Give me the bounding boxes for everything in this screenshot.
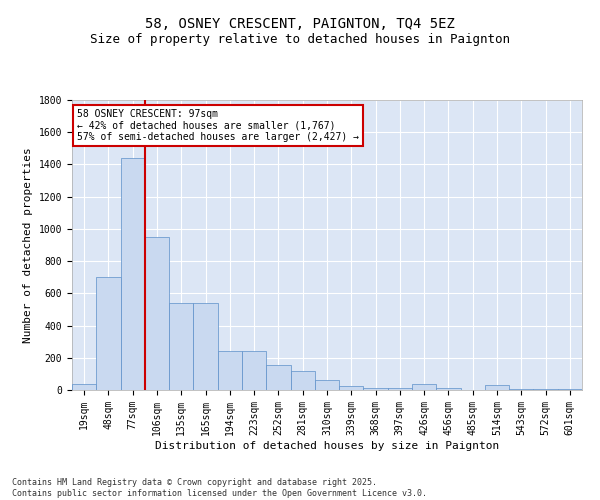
Text: 58, OSNEY CRESCENT, PAIGNTON, TQ4 5EZ: 58, OSNEY CRESCENT, PAIGNTON, TQ4 5EZ — [145, 18, 455, 32]
Bar — [145, 237, 169, 390]
Bar — [436, 388, 461, 390]
Bar — [242, 350, 266, 390]
Bar — [96, 277, 121, 390]
Bar — [509, 389, 533, 390]
Bar — [169, 303, 193, 390]
Bar — [388, 388, 412, 390]
Bar — [193, 303, 218, 390]
Bar — [533, 389, 558, 390]
Bar — [266, 365, 290, 390]
Bar — [364, 388, 388, 390]
Bar — [558, 389, 582, 390]
Bar — [218, 350, 242, 390]
Bar — [315, 380, 339, 390]
Y-axis label: Number of detached properties: Number of detached properties — [23, 147, 33, 343]
Text: 58 OSNEY CRESCENT: 97sqm
← 42% of detached houses are smaller (1,767)
57% of sem: 58 OSNEY CRESCENT: 97sqm ← 42% of detach… — [77, 108, 359, 142]
Bar — [121, 158, 145, 390]
Text: Size of property relative to detached houses in Paignton: Size of property relative to detached ho… — [90, 32, 510, 46]
Text: Contains HM Land Registry data © Crown copyright and database right 2025.
Contai: Contains HM Land Registry data © Crown c… — [12, 478, 427, 498]
Bar — [412, 384, 436, 390]
X-axis label: Distribution of detached houses by size in Paignton: Distribution of detached houses by size … — [155, 440, 499, 450]
Bar — [72, 384, 96, 390]
Bar — [290, 370, 315, 390]
Bar — [485, 385, 509, 390]
Bar — [339, 386, 364, 390]
